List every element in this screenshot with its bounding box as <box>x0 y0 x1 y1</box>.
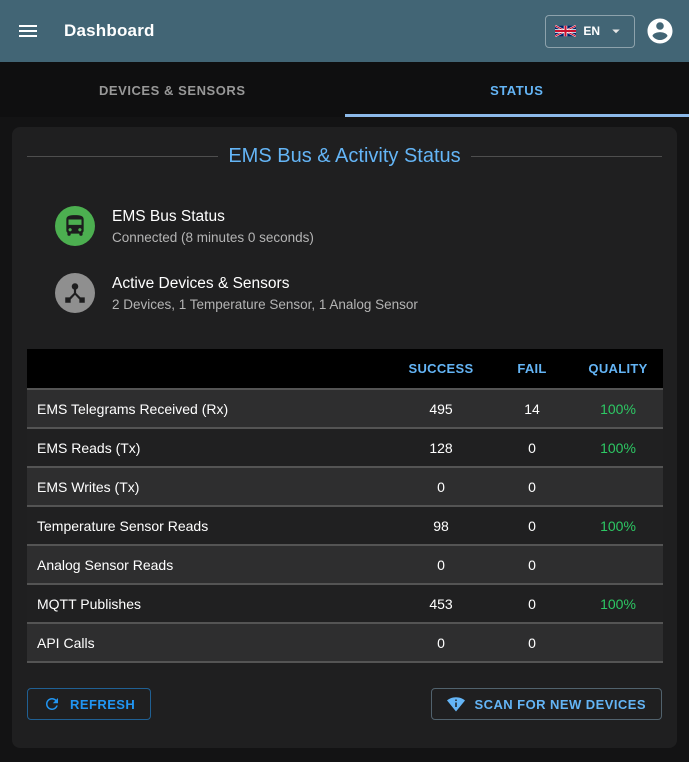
header-blank <box>27 349 391 389</box>
cell-label: API Calls <box>37 634 95 651</box>
scan-for-new-devices-button[interactable]: SCAN FOR NEW DEVICES <box>431 688 662 720</box>
table-row: Temperature Sensor Reads 98 0 100% <box>27 506 663 545</box>
cell-success: 453 <box>429 595 453 612</box>
scan-button-label: SCAN FOR NEW DEVICES <box>474 696 646 712</box>
cell-success: 98 <box>433 517 449 534</box>
language-select[interactable]: EN <box>545 14 635 48</box>
cell-quality: 100% <box>600 439 636 456</box>
cell-fail: 0 <box>528 634 536 651</box>
cell-fail: 0 <box>528 595 536 612</box>
status-item-subtitle: 2 Devices, 1 Temperature Sensor, 1 Analo… <box>112 296 418 312</box>
cell-success: 0 <box>437 634 445 651</box>
language-code: EN <box>583 24 600 38</box>
cell-fail: 0 <box>528 439 536 456</box>
app-bar: Dashboard EN <box>0 0 689 62</box>
cell-label: EMS Reads (Tx) <box>37 439 141 456</box>
status-item-subtitle: Connected (8 minutes 0 seconds) <box>112 229 314 245</box>
tab-status[interactable]: STATUS <box>344 62 689 117</box>
scan-wifi-icon <box>447 695 466 713</box>
table-header-row: SUCCESS FAIL QUALITY <box>27 349 663 389</box>
status-table-body: EMS Telegrams Received (Rx) 495 14 100% EMS … <box>27 389 663 662</box>
device-hub-icon <box>55 273 95 313</box>
cell-quality <box>573 467 663 506</box>
account-button[interactable] <box>645 16 675 46</box>
status-card: EMS Bus & Activity Status EMS Bus Status… <box>12 127 677 748</box>
cell-fail: 14 <box>524 400 540 417</box>
cell-label: EMS Writes (Tx) <box>37 478 140 495</box>
activity-table: SUCCESS FAIL QUALITY EMS Telegrams Recei… <box>27 349 663 663</box>
tab-bar: DEVICES & SENSORS STATUS <box>0 62 689 117</box>
cell-quality: 100% <box>600 517 636 534</box>
list-item-ems-bus-status: EMS Bus Status Connected (8 minutes 0 se… <box>55 206 677 246</box>
table-row: EMS Writes (Tx) 0 0 <box>27 467 663 506</box>
refresh-button-label: REFRESH <box>70 696 136 712</box>
table-row: MQTT Publishes 453 0 100% <box>27 584 663 623</box>
status-item-title: EMS Bus Status <box>112 207 225 225</box>
table-row: EMS Telegrams Received (Rx) 495 14 100% <box>27 389 663 428</box>
page-content: EMS Bus & Activity Status EMS Bus Status… <box>0 117 689 762</box>
cell-label: Temperature Sensor Reads <box>37 517 209 534</box>
bus-icon <box>55 206 95 246</box>
status-list: EMS Bus Status Connected (8 minutes 0 se… <box>12 206 677 313</box>
header-quality: QUALITY <box>588 361 648 376</box>
cell-fail: 0 <box>528 478 536 495</box>
cell-success: 0 <box>437 478 445 495</box>
cell-quality <box>573 545 663 584</box>
refresh-button[interactable]: REFRESH <box>27 688 152 720</box>
cell-quality: 100% <box>600 595 636 612</box>
header-fail: FAIL <box>517 361 547 376</box>
menu-icon <box>16 19 40 43</box>
menu-button[interactable] <box>16 19 40 43</box>
cell-success: 495 <box>429 400 453 417</box>
card-title: EMS Bus & Activity Status <box>228 145 461 167</box>
cell-quality: 100% <box>600 400 636 417</box>
cell-success: 0 <box>437 556 445 573</box>
cell-fail: 0 <box>528 517 536 534</box>
cell-label: EMS Telegrams Received (Rx) <box>37 400 229 417</box>
card-title-divider: EMS Bus & Activity Status <box>27 145 662 168</box>
cell-fail: 0 <box>528 556 536 573</box>
status-item-title: Active Devices & Sensors <box>112 274 290 292</box>
chevron-down-icon <box>607 22 625 40</box>
table-row: API Calls 0 0 <box>27 623 663 662</box>
cell-success: 128 <box>429 439 453 456</box>
header-success: SUCCESS <box>408 361 474 376</box>
cell-label: Analog Sensor Reads <box>37 556 174 573</box>
tab-devices-sensors[interactable]: DEVICES & SENSORS <box>0 62 345 117</box>
list-item-active-devices: Active Devices & Sensors 2 Devices, 1 Te… <box>55 273 677 313</box>
page-title: Dashboard <box>64 21 155 40</box>
account-circle-icon <box>645 16 675 46</box>
uk-flag-icon <box>555 25 577 37</box>
table-row: EMS Reads (Tx) 128 0 100% <box>27 428 663 467</box>
refresh-icon <box>43 695 61 713</box>
action-buttons: REFRESH SCAN FOR NEW DEVICES <box>27 688 662 720</box>
table-row: Analog Sensor Reads 0 0 <box>27 545 663 584</box>
cell-quality <box>573 623 663 662</box>
cell-label: MQTT Publishes <box>37 595 141 612</box>
